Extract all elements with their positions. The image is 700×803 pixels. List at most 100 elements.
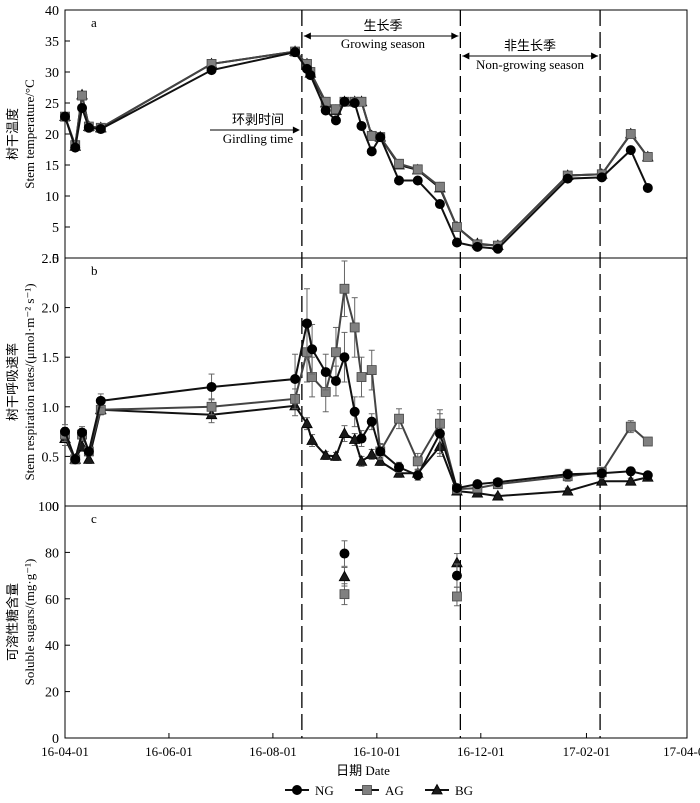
data-point-BG bbox=[491, 489, 504, 501]
data-point-NG bbox=[349, 98, 360, 109]
panel-c: 0 20 40 60 80 100 c 可溶性糖含量 Soluble sugars/(mg·g⁻… bbox=[5, 500, 688, 747]
panel-frame-b bbox=[64, 257, 688, 507]
y-tick-label-a: 15 bbox=[45, 159, 59, 174]
data-point-AG bbox=[339, 589, 350, 600]
y-tick-label-a: 5 bbox=[52, 221, 59, 236]
y-tick-label-c: 80 bbox=[45, 546, 59, 561]
girdling-label-en: Girdling time bbox=[223, 131, 294, 146]
data-point-NG bbox=[375, 446, 386, 457]
series-AG-c bbox=[339, 583, 462, 607]
data-point-BG bbox=[338, 427, 351, 438]
data-point-NG bbox=[596, 172, 607, 183]
data-point-NG bbox=[330, 376, 341, 387]
data-point-NG bbox=[339, 352, 350, 363]
data-point-BG bbox=[365, 448, 378, 459]
data-point-NG bbox=[206, 65, 217, 76]
data-point-NG bbox=[70, 142, 81, 153]
data-point-NG bbox=[206, 381, 217, 392]
data-point-BG bbox=[319, 449, 332, 460]
legend-label-NG: NG bbox=[315, 783, 334, 798]
series-line-BG bbox=[64, 404, 649, 498]
data-point-NG bbox=[492, 243, 503, 254]
x-tick-label: 17-02-01 bbox=[563, 744, 611, 759]
x-tick-label: 16-04-01 bbox=[41, 744, 89, 759]
series-BG-a bbox=[59, 45, 654, 251]
data-point-AG bbox=[642, 436, 653, 447]
x-tick-label: 16-12-01 bbox=[457, 744, 505, 759]
data-point-NG bbox=[339, 96, 350, 107]
y-tick-label-a: 20 bbox=[45, 128, 59, 143]
data-point-NG bbox=[642, 182, 653, 193]
y-tick-label-c: 100 bbox=[38, 500, 59, 515]
legend-marker-AG bbox=[362, 785, 372, 795]
data-point-BG bbox=[301, 417, 313, 429]
panel-b: 0 0.5 1.0 1.5 2.0 2.5 b 树干呼吸速率 Stem respiration … bbox=[5, 252, 688, 515]
data-point-BG bbox=[561, 484, 574, 496]
nongrowing-season-label-en: Non-growing season bbox=[476, 57, 584, 72]
data-point-BG bbox=[595, 474, 608, 486]
data-point-NG bbox=[596, 468, 607, 479]
growing-season-label-cn: 生长季 bbox=[363, 19, 402, 34]
data-point-NG bbox=[83, 446, 94, 457]
data-point-NG bbox=[394, 175, 405, 186]
data-point-NG bbox=[472, 241, 483, 252]
y-tick-label-a: 25 bbox=[45, 97, 59, 112]
girdling-arrowhead bbox=[292, 126, 300, 134]
data-point-AG bbox=[356, 372, 367, 382]
y-tick-label-c: 20 bbox=[45, 686, 59, 701]
panel-label-a: a bbox=[91, 15, 97, 30]
series-line-BG bbox=[64, 50, 649, 247]
panel-label-c: c bbox=[91, 511, 97, 526]
data-point-AG bbox=[625, 421, 636, 432]
data-point-NG bbox=[330, 115, 341, 126]
data-point-AG bbox=[331, 347, 341, 358]
y-tick-label-a: 30 bbox=[45, 66, 59, 81]
data-point-NG bbox=[472, 479, 483, 490]
data-point-NG bbox=[70, 454, 81, 465]
y-tick-label-b: 1.5 bbox=[42, 351, 60, 366]
y-tick-label-b: 0 bbox=[52, 500, 59, 515]
data-point-AG bbox=[366, 365, 377, 375]
data-point-AG bbox=[394, 413, 404, 424]
y-tick-label-b: 1.0 bbox=[42, 401, 60, 416]
y-tick-label-b: 2.5 bbox=[42, 252, 60, 267]
data-point-AG bbox=[366, 130, 377, 141]
reference-lines-layer bbox=[301, 10, 601, 738]
series-AG-b bbox=[60, 260, 653, 495]
data-point-AG bbox=[452, 591, 462, 602]
data-point-NG bbox=[290, 374, 301, 385]
data-point-NG bbox=[366, 416, 377, 427]
data-point-NG bbox=[451, 570, 462, 581]
series-NG-a bbox=[60, 47, 653, 254]
data-point-NG bbox=[95, 124, 106, 135]
data-point-NG bbox=[451, 483, 462, 494]
y-tick-label-c: 40 bbox=[45, 639, 59, 654]
data-point-BG bbox=[306, 434, 318, 445]
data-point-NG bbox=[60, 426, 71, 437]
y-tick-label-b: 2.0 bbox=[42, 302, 60, 317]
data-point-AG bbox=[339, 283, 350, 294]
data-point-NG bbox=[366, 146, 377, 157]
data-point-BG bbox=[374, 455, 387, 466]
y-tick-label-a: 10 bbox=[45, 190, 59, 205]
data-point-AG bbox=[435, 181, 445, 192]
series-line-AG bbox=[64, 288, 649, 491]
y-axis-title-en-a: Stem temperature/°C bbox=[22, 79, 37, 189]
x-tick-label: 16-10-01 bbox=[353, 744, 401, 759]
panel-frame-c bbox=[64, 505, 688, 739]
data-point-NG bbox=[95, 395, 106, 406]
series-BG-c bbox=[338, 553, 463, 587]
data-point-AG bbox=[77, 90, 87, 101]
y-axis-title-cn-b: 树干呼吸速率 bbox=[5, 343, 21, 421]
panel-a: 0 5 10 15 20 25 30 35 40 a 树干温度 Stem temperature/°C bbox=[5, 4, 688, 267]
series-line-NG bbox=[64, 323, 649, 490]
y-axis-title-en-b: Stem respiration rates/(μmol·m⁻² s⁻¹) bbox=[22, 283, 37, 480]
x-axis-title: 日期 Date bbox=[336, 763, 390, 778]
y-axis-title-en-c: Soluble sugars/(mg·g⁻¹) bbox=[22, 559, 37, 686]
data-point-NG bbox=[339, 548, 350, 559]
data-point-NG bbox=[492, 477, 503, 488]
data-point-BG bbox=[338, 570, 351, 582]
annotations-layer: 环剥时间 Girdling time 生长季 Growing season 非生… bbox=[210, 19, 599, 146]
series-AG-a bbox=[60, 46, 653, 251]
